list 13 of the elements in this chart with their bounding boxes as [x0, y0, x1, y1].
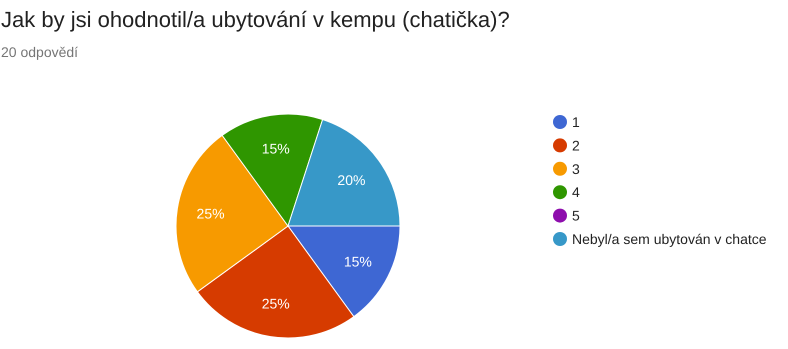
legend-label: 2 — [572, 137, 580, 154]
data-label: 25% — [196, 206, 225, 222]
data-label: 15% — [344, 254, 372, 270]
legend-label: 1 — [572, 114, 580, 130]
data-label: 15% — [262, 140, 290, 157]
legend-label: 5 — [572, 208, 580, 224]
data-label: 20% — [337, 172, 366, 188]
legend-label: Nebyl/a sem ubytován v chatce — [572, 231, 767, 247]
data-label: 25% — [262, 295, 290, 312]
legend-label: 4 — [572, 184, 580, 200]
chart-title: Jak by jsi ohodnotil/a ubytování v kempu (chatička)? — [1, 7, 510, 32]
legend-label: 3 — [572, 160, 580, 177]
text: 20 odpovědí — [1, 44, 78, 60]
